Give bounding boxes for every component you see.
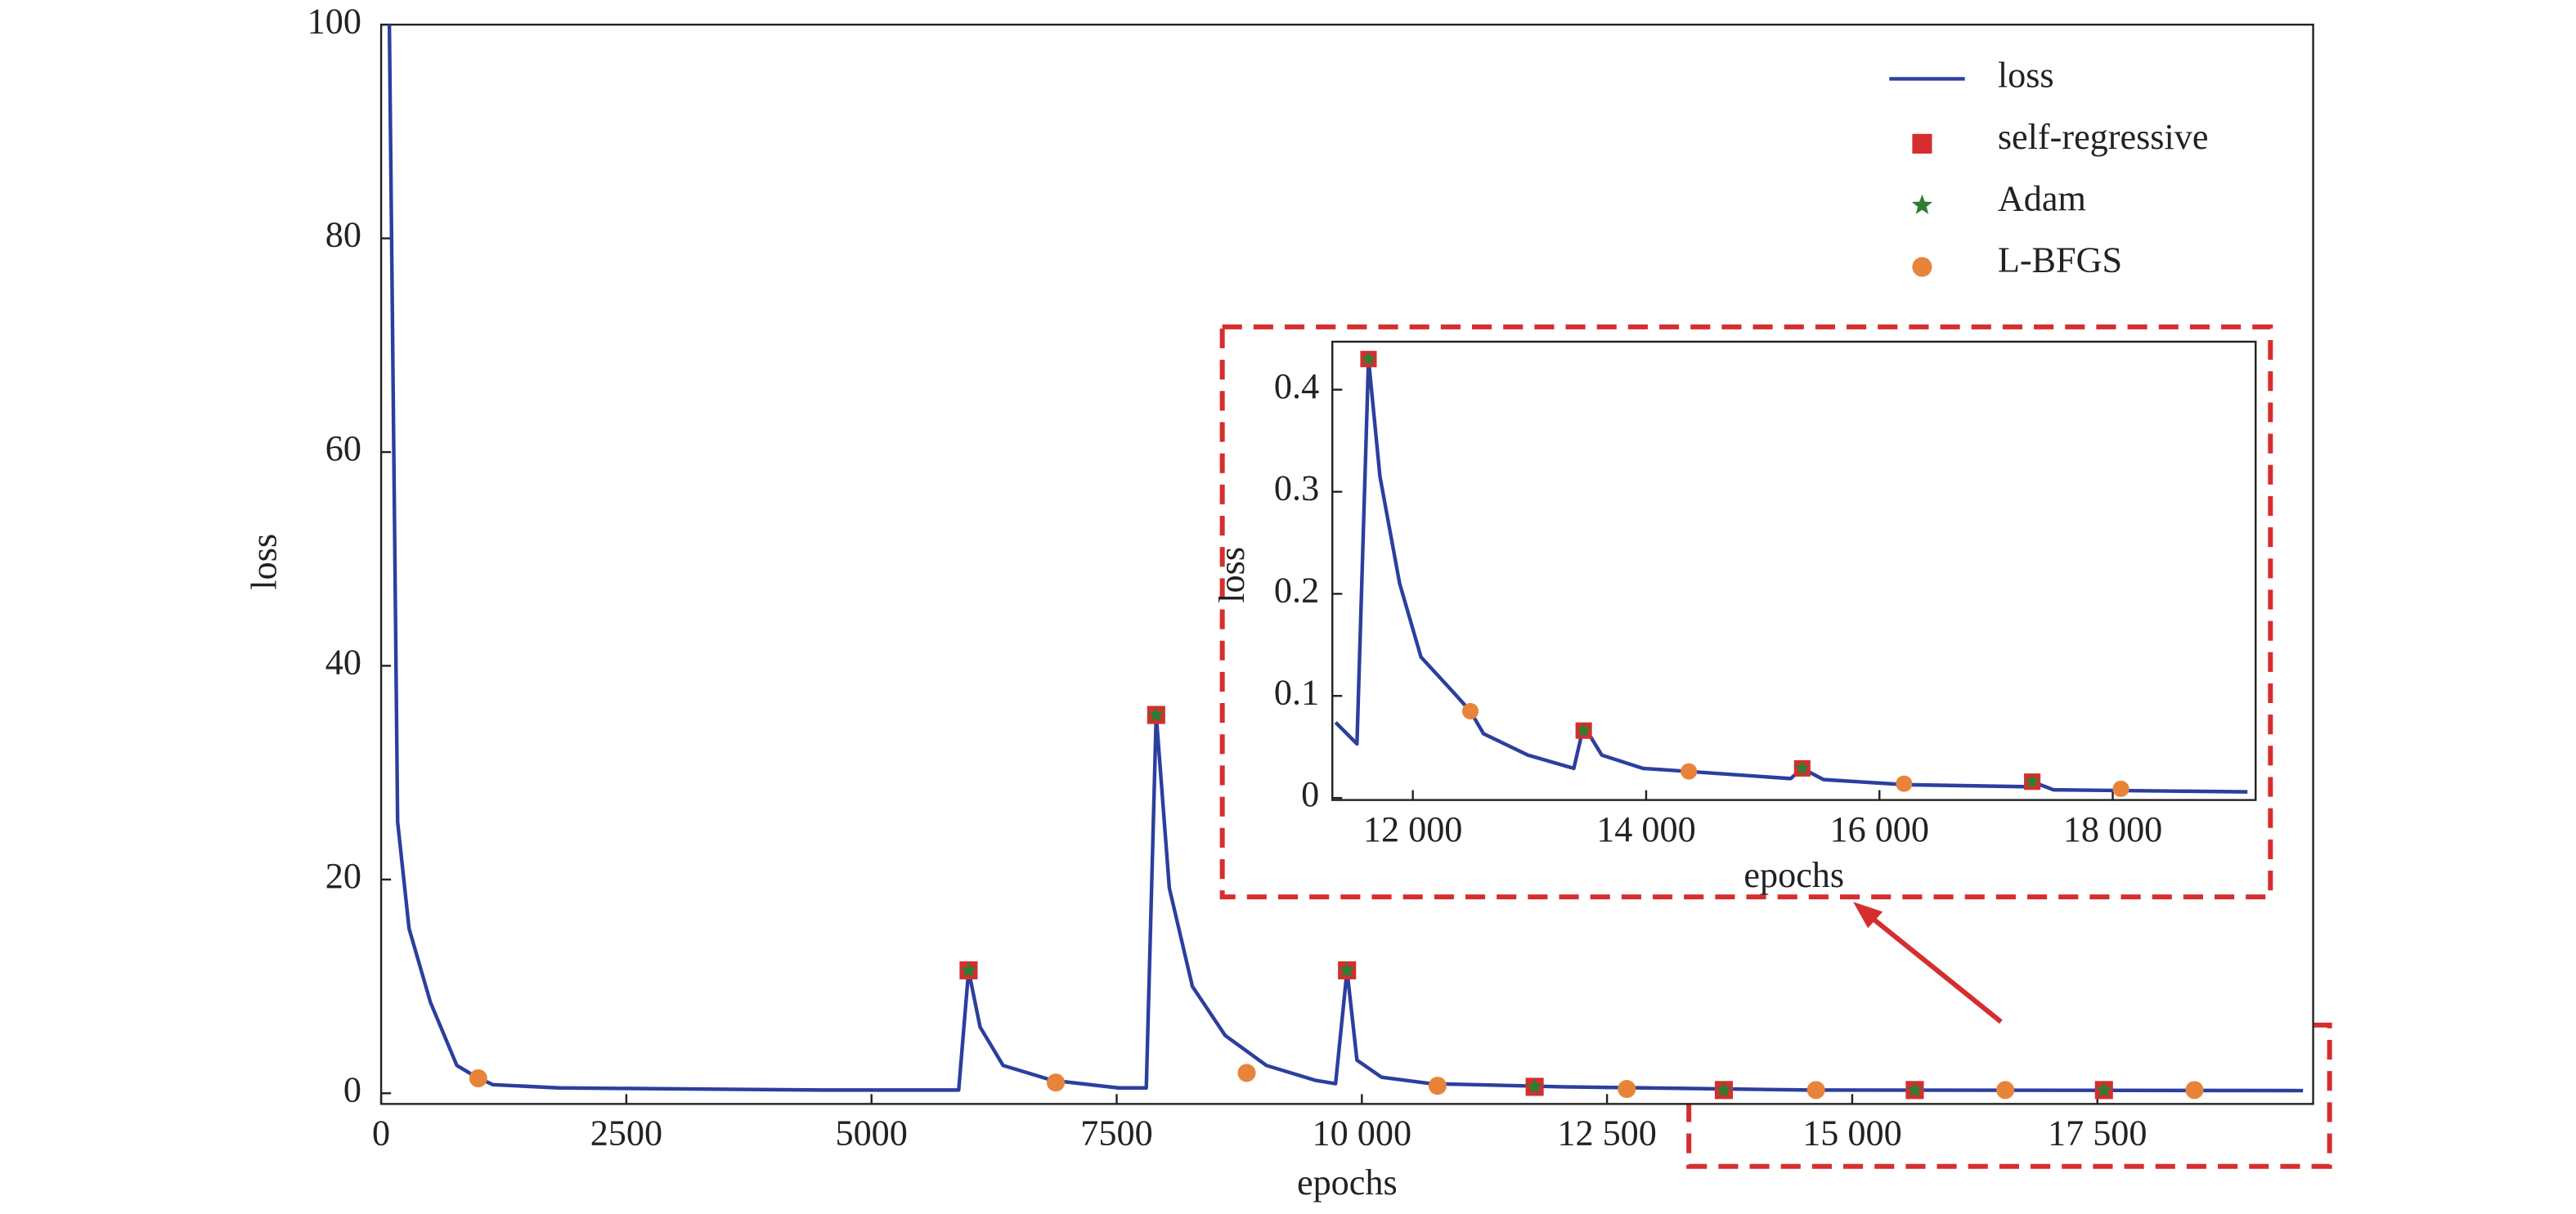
star-marker [1906,1081,1923,1098]
star-marker [1338,961,1356,978]
zoom-arrow-head [1853,902,1883,929]
x-tick-label: 12 500 [1557,1113,1656,1154]
legend-symbol [1911,194,1933,214]
circle-marker [1806,1081,1825,1100]
circle-marker [1681,763,1698,780]
legend-symbol [1912,257,1932,277]
legend-label: self-regressive [1998,117,2209,157]
x-tick-label: 7500 [1080,1113,1152,1154]
plot-frame [1331,340,2257,801]
circle-marker [2185,1081,2204,1100]
star-marker [1576,722,1592,737]
star-marker [1715,1081,1733,1098]
x-tick-label: 17 500 [2048,1113,2147,1154]
star-marker [2095,1081,2113,1098]
circle-marker [469,1068,487,1088]
circle-marker [1996,1081,2015,1100]
circle-marker [1237,1064,1256,1082]
circle-marker [2112,780,2129,797]
zoom-arrow [1865,911,2003,1024]
x-tick-label: 18 000 [2063,809,2162,849]
legend-label: L-BFGS [1998,240,2122,280]
circle-marker [1896,775,1913,792]
x-tick-label: 5000 [836,1113,908,1154]
circle-marker [1046,1073,1066,1092]
y-tick-label: 0.2 [1274,571,1319,611]
y-tick-label: 100 [307,1,361,41]
x-tick-label: 2500 [590,1113,662,1154]
y-tick-label: 60 [325,428,361,468]
x-tick-label: 0 [372,1113,390,1154]
circle-marker [1618,1080,1636,1099]
circle-marker [1428,1077,1447,1095]
x-tick-label: 10 000 [1313,1113,1411,1154]
y-tick-label: 0 [1301,774,1319,814]
legend-label: loss [1998,56,2054,96]
x-tick-label: 12 000 [1363,809,1462,849]
x-tick-label: 15 000 [1802,1113,1901,1154]
y-axis-label: loss [245,534,285,590]
star-marker [1360,351,1376,366]
legend-symbol [1912,133,1932,154]
star-marker [1526,1077,1544,1095]
star-marker [1147,706,1165,723]
star-marker [1794,759,1811,775]
x-tick-label: 14 000 [1596,809,1695,849]
y-tick-label: 0.4 [1274,366,1319,406]
x-axis-label: epochs [1744,855,1844,895]
star-marker [960,961,977,978]
x-tick-label: 16 000 [1829,809,1928,849]
y-tick-label: 0 [343,1069,361,1109]
legend-label: Adam [1998,178,2086,218]
circle-marker [1461,702,1479,720]
y-tick-label: 0.1 [1274,672,1319,712]
y-axis-label: loss [1212,547,1252,603]
y-tick-label: 40 [325,643,361,683]
y-tick-label: 80 [325,215,361,255]
star-marker [2024,773,2040,789]
y-tick-label: 20 [325,856,361,896]
y-tick-label: 0.3 [1274,468,1319,508]
x-axis-label: epochs [1297,1162,1398,1203]
